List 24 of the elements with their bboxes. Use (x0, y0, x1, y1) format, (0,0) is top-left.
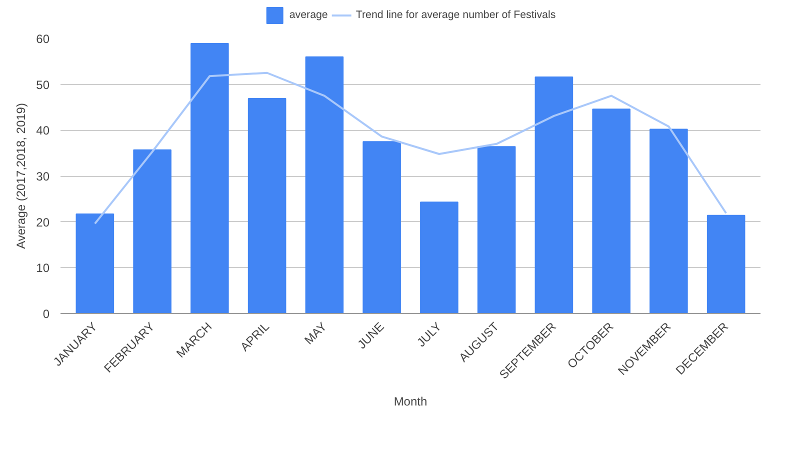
y-tick-label: 60 (36, 32, 50, 46)
bar (420, 202, 458, 314)
bar (477, 146, 516, 314)
x-axis-title: Month (394, 394, 428, 409)
y-tick-label: 20 (36, 215, 50, 230)
y-tick-label: 50 (36, 78, 50, 92)
bar (592, 108, 630, 314)
legend-label: Trend line for average number of Festivals (356, 9, 556, 21)
bar (76, 214, 114, 314)
y-tick-label: 40 (36, 124, 50, 138)
bar (305, 56, 344, 314)
y-tick-label: 30 (36, 170, 50, 184)
bar (362, 141, 401, 314)
line-series (94, 72, 728, 225)
bar (650, 128, 688, 314)
bar (133, 149, 172, 314)
bar (706, 214, 746, 314)
bar (248, 98, 286, 314)
legend-label: average (289, 9, 328, 21)
bar (534, 76, 574, 314)
y-axis-title: Average (2017,2018, 2019) (14, 103, 28, 249)
y-tick-label: 0 (42, 307, 50, 321)
bar (190, 43, 229, 314)
y-tick-label: 10 (36, 261, 50, 276)
